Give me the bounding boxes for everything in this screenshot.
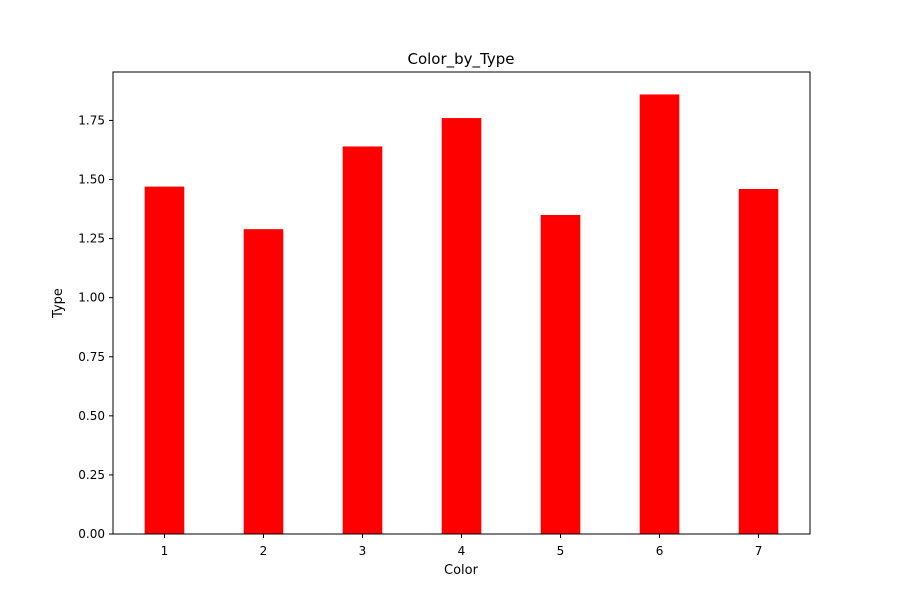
x-axis: 1 2 3 4 5 6 7 xyxy=(161,534,763,558)
x-axis-label: Color xyxy=(444,563,479,578)
bar-4 xyxy=(441,118,482,534)
x-tick-label-3: 3 xyxy=(359,544,367,558)
bar-2 xyxy=(243,229,284,535)
x-tick-label-6: 6 xyxy=(656,544,664,558)
x-tick-label-2: 2 xyxy=(260,544,268,558)
bar-1 xyxy=(144,186,185,534)
y-axis: 0.00 0.25 0.50 0.75 1.00 1.25 1.50 1.75 xyxy=(78,113,113,541)
y-tick-label-1.25: 1.25 xyxy=(78,232,105,246)
y-tick-label-1.50: 1.50 xyxy=(78,173,105,187)
chart-title: Color_by_Type xyxy=(407,50,514,69)
plot-frame xyxy=(112,71,811,535)
y-axis-label: Type xyxy=(51,288,66,319)
bar-5 xyxy=(540,214,581,534)
y-tick-label-1.00: 1.00 xyxy=(78,291,105,305)
x-tick-label-5: 5 xyxy=(557,544,565,558)
x-tick-label-1: 1 xyxy=(161,544,169,558)
y-tick-label-1.75: 1.75 xyxy=(78,113,105,127)
y-tick-label-0.25: 0.25 xyxy=(78,468,105,482)
bar-7 xyxy=(738,188,779,534)
x-tick-label-4: 4 xyxy=(458,544,466,558)
bar-6 xyxy=(639,94,680,534)
y-tick-label-0.50: 0.50 xyxy=(78,409,105,423)
y-tick-label-0.75: 0.75 xyxy=(78,350,105,364)
x-tick-label-7: 7 xyxy=(755,544,763,558)
bars-layer xyxy=(144,94,779,535)
bar-3 xyxy=(342,146,383,535)
y-tick-label-0.00: 0.00 xyxy=(78,527,105,541)
